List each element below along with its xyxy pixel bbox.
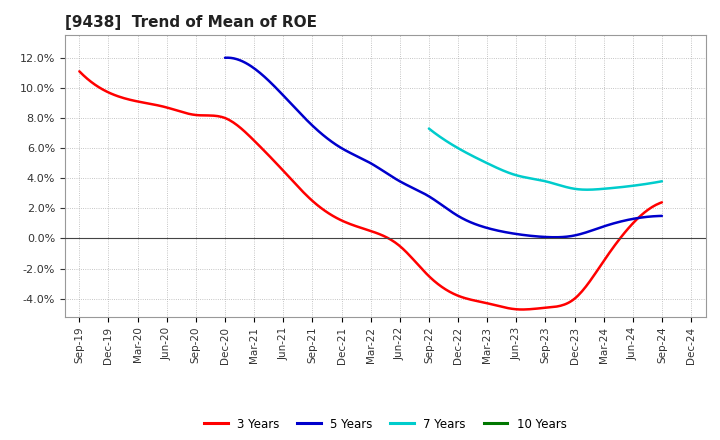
3 Years xyxy=(605,250,613,256)
3 Years xyxy=(75,69,84,74)
5 Years xyxy=(551,235,559,240)
Line: 3 Years: 3 Years xyxy=(79,71,662,309)
7 Years xyxy=(425,126,433,131)
7 Years xyxy=(622,184,631,189)
5 Years xyxy=(224,55,233,60)
3 Years xyxy=(568,298,577,303)
7 Years xyxy=(426,127,434,132)
Line: 7 Years: 7 Years xyxy=(429,128,662,190)
3 Years xyxy=(517,307,526,312)
Legend: 3 Years, 5 Years, 7 Years, 10 Years: 3 Years, 5 Years, 7 Years, 10 Years xyxy=(199,413,571,435)
3 Years xyxy=(657,200,666,205)
7 Years xyxy=(567,186,576,191)
7 Years xyxy=(657,179,666,184)
7 Years xyxy=(582,187,591,192)
5 Years xyxy=(222,55,231,60)
Text: [9438]  Trend of Mean of ROE: [9438] Trend of Mean of ROE xyxy=(65,15,317,30)
Line: 5 Years: 5 Years xyxy=(225,58,662,237)
7 Years xyxy=(563,185,572,190)
3 Years xyxy=(431,280,440,285)
5 Years xyxy=(482,225,491,231)
5 Years xyxy=(620,218,629,224)
5 Years xyxy=(481,225,490,230)
5 Years xyxy=(592,226,600,231)
7 Years xyxy=(562,184,571,190)
7 Years xyxy=(636,182,645,187)
3 Years xyxy=(422,271,431,276)
3 Years xyxy=(77,71,86,76)
5 Years xyxy=(657,213,666,219)
3 Years xyxy=(420,269,428,274)
5 Years xyxy=(220,55,229,60)
5 Years xyxy=(490,227,498,232)
